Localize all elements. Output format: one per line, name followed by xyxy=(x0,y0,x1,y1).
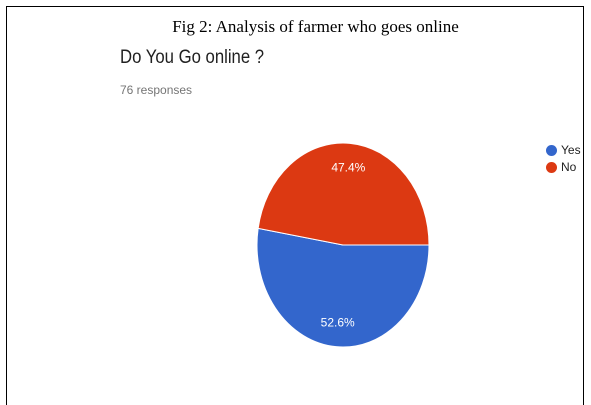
legend-label-no: No xyxy=(561,160,577,174)
legend-item-yes[interactable]: Yes xyxy=(546,143,581,157)
pie-slice-no[interactable] xyxy=(257,142,430,246)
pie-slice-yes[interactable] xyxy=(256,227,430,348)
legend-item-no[interactable]: No xyxy=(546,160,576,174)
figure-border xyxy=(6,6,584,405)
response-count: 76 responses xyxy=(120,83,193,97)
pie-data-label-yes: 52.6% xyxy=(321,315,355,329)
pie-data-label-no: 47.4% xyxy=(331,161,365,175)
legend-label-yes: Yes xyxy=(561,143,581,157)
figure-caption: Fig 2: Analysis of farmer who goes onlin… xyxy=(172,17,459,36)
legend-marker-no xyxy=(546,161,557,173)
chart-title: Do You Go online ? xyxy=(120,47,265,68)
legend-marker-yes xyxy=(546,144,557,156)
